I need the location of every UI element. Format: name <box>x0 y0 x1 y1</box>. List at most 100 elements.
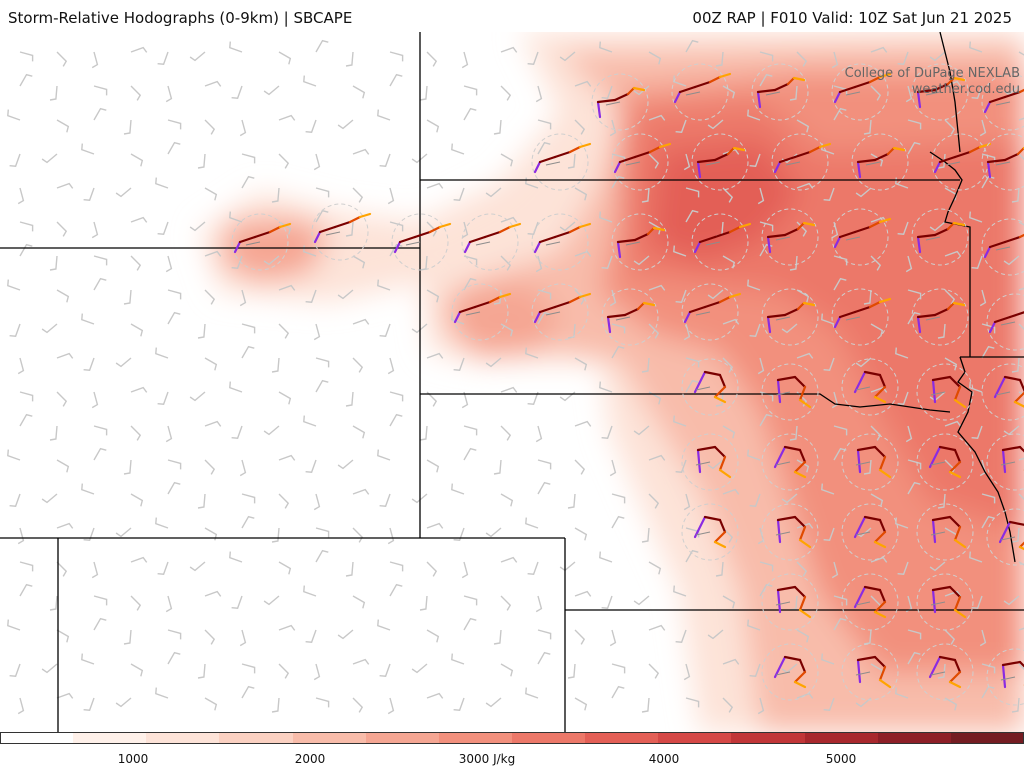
wind-barb <box>611 175 625 189</box>
wind-barb <box>601 85 613 99</box>
wind-barb <box>897 561 909 575</box>
wind-barb <box>567 663 576 679</box>
wind-barb <box>944 697 958 711</box>
wind-barb <box>599 551 613 563</box>
wind-barb <box>759 413 773 427</box>
wind-barb <box>759 243 773 257</box>
wind-barb <box>239 459 247 477</box>
wind-barb <box>91 221 99 239</box>
wind-barb <box>944 357 958 371</box>
wind-barb <box>19 221 34 232</box>
wind-barb <box>796 182 814 189</box>
wind-barb <box>969 381 983 393</box>
wind-barb <box>189 221 206 232</box>
wind-barb <box>485 697 502 708</box>
wind-barb <box>123 459 132 475</box>
wind-barb <box>377 449 391 461</box>
wind-barb <box>345 561 354 577</box>
wind-barb <box>426 221 438 237</box>
wind-barb <box>759 221 774 232</box>
wind-barb <box>229 381 243 393</box>
wind-barb <box>263 85 280 96</box>
wind-barb <box>833 595 848 606</box>
wind-barb <box>749 493 761 507</box>
wind-barb <box>204 187 218 201</box>
credit-line-2: weather.cod.edu <box>911 82 1020 97</box>
wind-barb <box>9 323 21 337</box>
wind-barb <box>155 177 169 189</box>
wind-barb <box>130 493 144 507</box>
wind-barb <box>722 425 736 439</box>
hodograph <box>391 213 452 271</box>
cape-contour <box>220 217 330 282</box>
wind-barb <box>241 323 256 334</box>
wind-barb <box>231 595 243 609</box>
wind-barb <box>165 425 173 443</box>
wind-barb <box>611 323 626 334</box>
wind-barb <box>461 221 469 239</box>
wind-barb <box>715 561 724 577</box>
wind-barb <box>305 459 317 473</box>
wind-barb <box>83 527 95 541</box>
wind-barb <box>278 51 292 65</box>
wind-barb <box>500 493 514 507</box>
wind-barb <box>895 347 909 359</box>
wind-barb <box>352 187 364 203</box>
wind-barb <box>648 323 660 339</box>
hodograph <box>851 133 909 191</box>
state-border <box>957 356 1016 563</box>
hodograph <box>841 573 899 631</box>
wind-barb <box>130 46 148 53</box>
map-panel[interactable]: College of DuPage NEXLAB weather.cod.edu <box>0 32 1024 732</box>
hodograph <box>691 133 749 191</box>
wind-barb <box>426 629 440 643</box>
wind-barb <box>278 153 290 169</box>
wind-barb <box>453 527 465 541</box>
colorbar-bin <box>438 732 513 744</box>
wind-barb <box>278 454 296 461</box>
colorbar-bin <box>146 732 221 744</box>
hodograph <box>311 203 372 261</box>
wind-barb <box>241 515 255 529</box>
wind-barb <box>747 279 761 291</box>
wind-barb <box>379 493 391 507</box>
wind-barb <box>907 629 922 640</box>
wind-barb <box>821 483 835 495</box>
hodograph <box>751 63 809 121</box>
wind-barb <box>49 425 58 441</box>
colorbar-bin <box>950 732 1024 744</box>
wind-barb <box>559 391 576 402</box>
wind-barb <box>759 583 773 597</box>
wind-barb <box>944 629 956 645</box>
wind-barb <box>115 527 132 538</box>
wind-barb <box>823 697 835 711</box>
wind-barb <box>204 119 216 135</box>
wind-barb <box>387 697 395 715</box>
wind-barb <box>673 585 687 597</box>
wind-barb <box>633 595 650 606</box>
wind-barb <box>823 187 835 201</box>
wind-barb <box>9 493 21 507</box>
wind-barb <box>537 311 551 325</box>
wind-barb <box>241 663 256 674</box>
wind-barb <box>855 187 872 198</box>
hodograph <box>916 363 974 421</box>
wind-barb <box>303 415 317 427</box>
wind-barb <box>675 289 687 303</box>
wind-barb <box>500 255 512 271</box>
wind-barb <box>377 109 391 121</box>
wind-barb <box>1003 425 1020 436</box>
wind-barb <box>796 391 808 407</box>
wind-barb <box>123 629 132 645</box>
wind-barb <box>315 39 329 53</box>
wind-barb <box>1018 287 1024 291</box>
wind-barb <box>574 80 592 87</box>
wind-barb <box>426 561 438 577</box>
wind-barb <box>574 187 588 201</box>
wind-barb <box>833 617 847 631</box>
hodograph <box>531 283 592 341</box>
wind-barb <box>17 187 25 205</box>
wind-barb <box>426 459 440 473</box>
map-canvas[interactable] <box>0 32 1024 732</box>
wind-barb <box>535 595 543 613</box>
